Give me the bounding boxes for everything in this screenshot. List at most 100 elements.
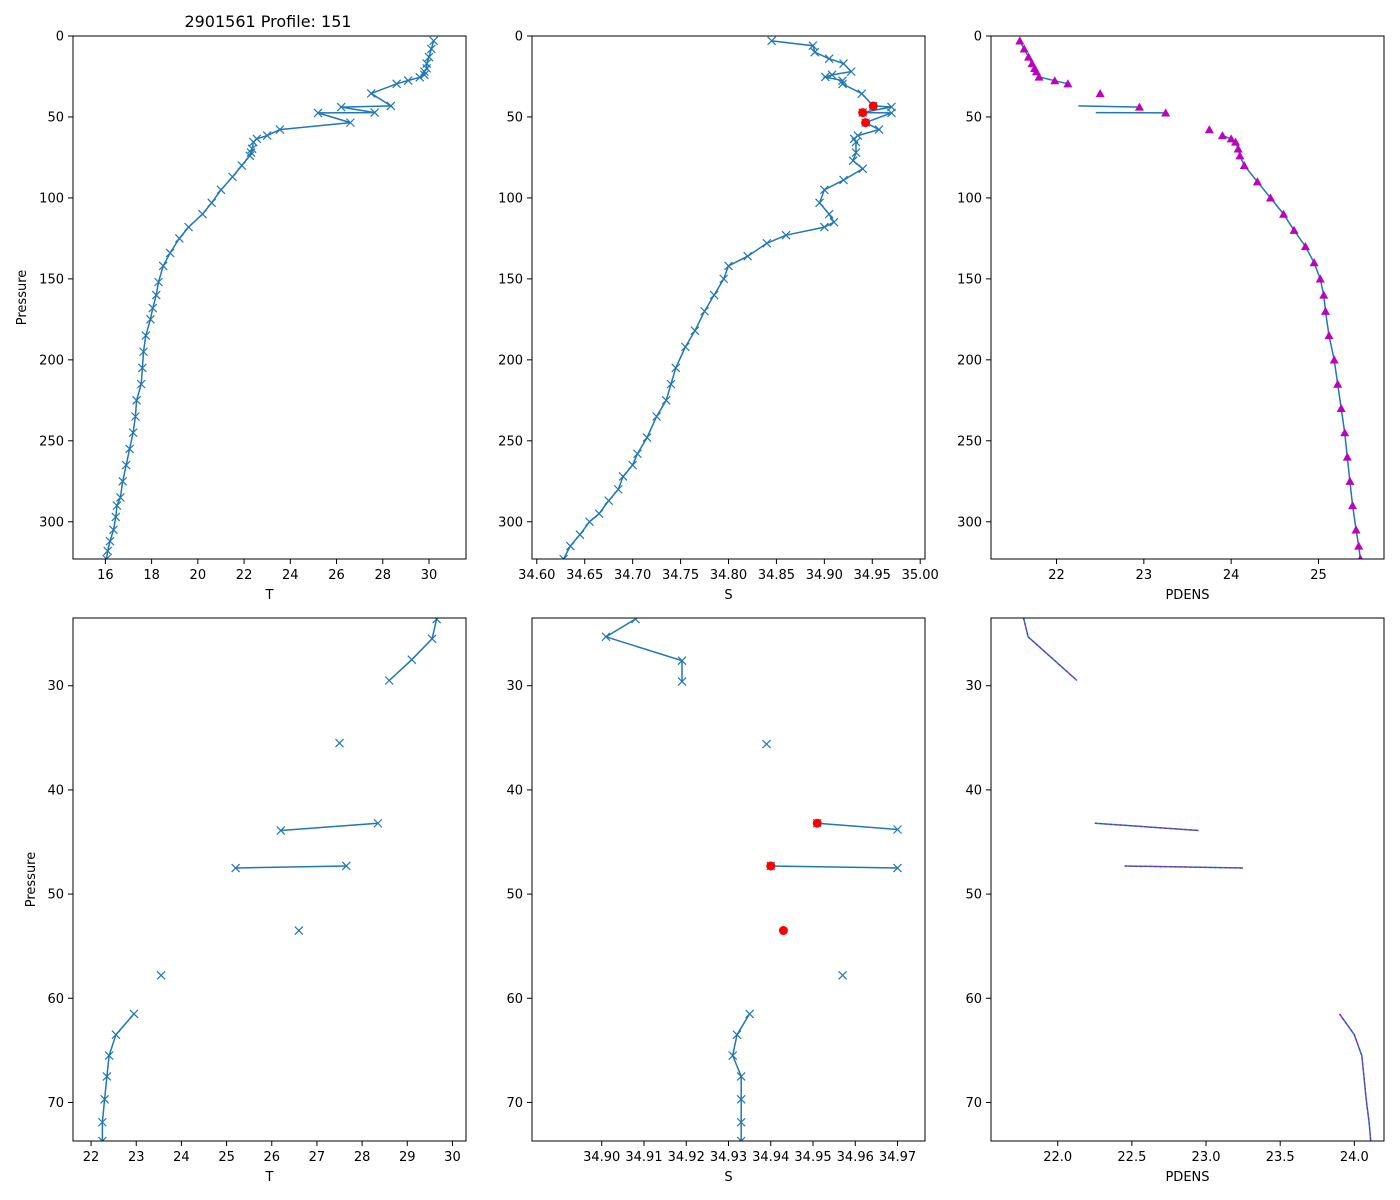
y-tick-label: 50 (506, 888, 523, 903)
data-point (246, 148, 256, 158)
x-tick-label: 29 (399, 1150, 416, 1165)
data-point (158, 261, 168, 271)
y-axis-label: Pressure (15, 270, 30, 326)
data-point (680, 342, 690, 352)
data-point (824, 209, 834, 219)
isolated-point (294, 926, 304, 935)
density-marker (1357, 554, 1363, 559)
data-point (728, 1051, 738, 1060)
data-point (130, 412, 140, 421)
x-tick-label: 34.60 (518, 568, 555, 583)
flagged-point (861, 118, 871, 128)
data-point (207, 198, 217, 208)
data-point (137, 363, 147, 373)
series-line-S-top (604, 618, 683, 682)
density-marker (1095, 88, 1105, 98)
plot-area (97, 618, 442, 1141)
data-point (857, 89, 867, 99)
data-point (118, 476, 128, 486)
data-point (700, 306, 709, 316)
axes-frame (72, 35, 467, 560)
y-tick-label: 0 (515, 30, 523, 45)
x-tick-label: 25 (1310, 568, 1327, 583)
data-point (618, 471, 628, 481)
data-point (642, 433, 652, 442)
plot-area (1015, 36, 1364, 559)
density-marker (1252, 177, 1262, 186)
data-point (165, 248, 175, 258)
data-point (112, 501, 122, 510)
data-point (736, 1136, 746, 1141)
data-point (386, 101, 396, 111)
data-point (559, 554, 569, 559)
data-point (154, 277, 163, 287)
data-point (604, 496, 614, 506)
x-axis-label: PDENS (1165, 1170, 1209, 1185)
data-point (102, 554, 111, 559)
x-tick-label: 22 (236, 568, 253, 583)
data-point (666, 379, 676, 389)
series-line-T-seg1 (280, 822, 378, 832)
data-point (216, 185, 226, 195)
y-axis-label: Pressure (24, 852, 39, 908)
data-point (384, 676, 394, 685)
data-point (125, 444, 135, 454)
data-point (893, 863, 902, 873)
data-point (851, 137, 861, 147)
data-point (146, 314, 155, 324)
figure-title: 2901561 Profile: 151 (184, 12, 351, 31)
data-point (767, 36, 777, 46)
data-point (839, 175, 848, 185)
x-tick-label: 24.0 (1340, 1150, 1369, 1165)
data-point (575, 530, 585, 540)
x-tick-label: 22 (1048, 568, 1065, 583)
data-point (132, 395, 141, 405)
density-marker (1309, 258, 1319, 267)
data-point (103, 546, 113, 556)
density-marker (1161, 108, 1171, 117)
axes-frame (990, 35, 1385, 560)
x-axis-label: T (265, 588, 274, 603)
data-point (858, 164, 868, 174)
x-tick-label: 16 (97, 568, 114, 583)
density-marker (1324, 331, 1334, 340)
data-point (690, 326, 700, 336)
data-point (151, 290, 161, 300)
x-tick-label: 24 (1223, 568, 1240, 583)
y-tick-label: 50 (965, 110, 982, 125)
data-point (732, 1030, 742, 1040)
data-point (628, 460, 638, 470)
data-point (851, 148, 861, 158)
x-tick-label: 26 (328, 568, 345, 583)
data-point (893, 825, 902, 834)
chart-t-full: 16 18 20 22 24 26 28 30050100150200250300TPress… (15, 30, 467, 603)
data-point (336, 102, 346, 112)
data-point (97, 1117, 107, 1127)
density-marker (1233, 144, 1243, 153)
data-point (839, 59, 848, 68)
plot-area (102, 36, 439, 559)
y-tick-label: 30 (965, 679, 982, 694)
data-point (613, 484, 623, 494)
data-point (245, 151, 255, 161)
data-point (846, 67, 856, 77)
flagged-point (778, 926, 788, 936)
data-point (275, 125, 285, 135)
plot-area (1022, 618, 1372, 1141)
y-tick-label: 70 (965, 1096, 982, 1111)
flagged-point (858, 108, 868, 118)
x-tick-label: 34.70 (614, 568, 651, 583)
data-point (111, 1030, 121, 1040)
data-point (105, 536, 115, 546)
data-point (104, 1051, 114, 1060)
data-point (745, 1009, 755, 1019)
x-tick-label: 34.90 (806, 568, 843, 583)
data-point (810, 47, 820, 57)
data-point (815, 198, 824, 208)
data-point (262, 131, 272, 141)
data-point (198, 209, 207, 219)
data-point (820, 72, 830, 82)
data-point (601, 632, 611, 642)
x-tick-label: 26 (263, 1150, 280, 1165)
